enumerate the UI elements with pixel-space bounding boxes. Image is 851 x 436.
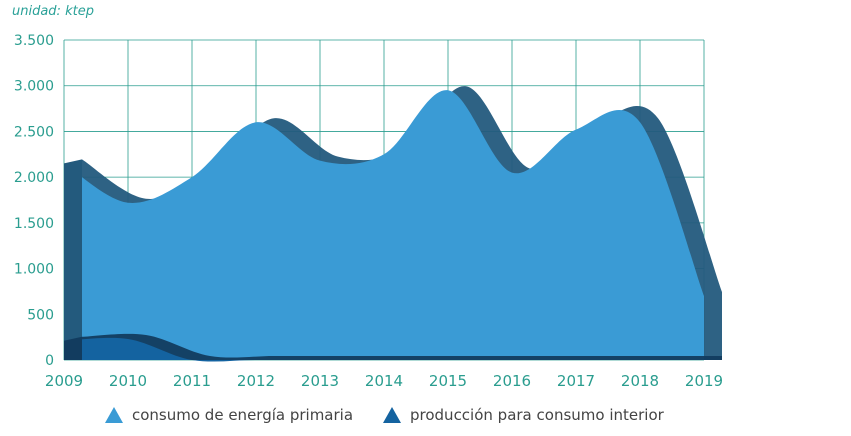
triangle-icon [383, 407, 401, 423]
y-tick-label: 3.000 [14, 79, 54, 95]
x-tick-label: 2019 [685, 372, 723, 390]
legend-item-produccion: producción para consumo interior [382, 406, 664, 424]
x-tick-label: 2016 [493, 372, 531, 390]
area-side-1 [64, 336, 82, 360]
x-tick-label: 2014 [365, 372, 403, 390]
y-tick-label: 1.500 [14, 216, 54, 232]
y-tick-label: 2.000 [14, 170, 54, 186]
x-tick-label: 2017 [557, 372, 595, 390]
area-series-1 [64, 337, 704, 362]
y-axis-ticks: 0 500 1.000 1.500 2.000 2.500 3.000 3.500 [14, 33, 54, 369]
area-side-0 [64, 159, 82, 360]
area-series-0 [64, 90, 704, 360]
x-axis-ticks: 2009 2010 2011 2012 2013 2014 2015 2016 2017 2018… [45, 372, 723, 390]
y-tick-label: 500 [27, 307, 54, 323]
y-tick-label: 3.500 [14, 33, 54, 49]
y-tick-label: 0 [45, 353, 54, 369]
x-tick-label: 2015 [429, 372, 467, 390]
x-tick-label: 2010 [109, 372, 147, 390]
legend-label-produccion: producción para consumo interior [410, 406, 664, 424]
y-tick-label: 1.000 [14, 262, 54, 278]
legend-item-consumo: consumo de energía primaria [104, 406, 353, 424]
x-tick-label: 2018 [621, 372, 659, 390]
triangle-icon [105, 407, 123, 423]
y-tick-label: 2.500 [14, 124, 54, 140]
x-tick-label: 2013 [301, 372, 339, 390]
legend-label-consumo: consumo de energía primaria [132, 406, 354, 424]
x-tick-label: 2012 [237, 372, 275, 390]
unit-label: unidad: ktep [12, 4, 94, 19]
chart-areas [63, 86, 722, 362]
x-tick-label: 2011 [173, 372, 211, 390]
x-tick-label: 2009 [45, 372, 83, 390]
legend: consumo de energía primaria producción p… [0, 406, 851, 434]
